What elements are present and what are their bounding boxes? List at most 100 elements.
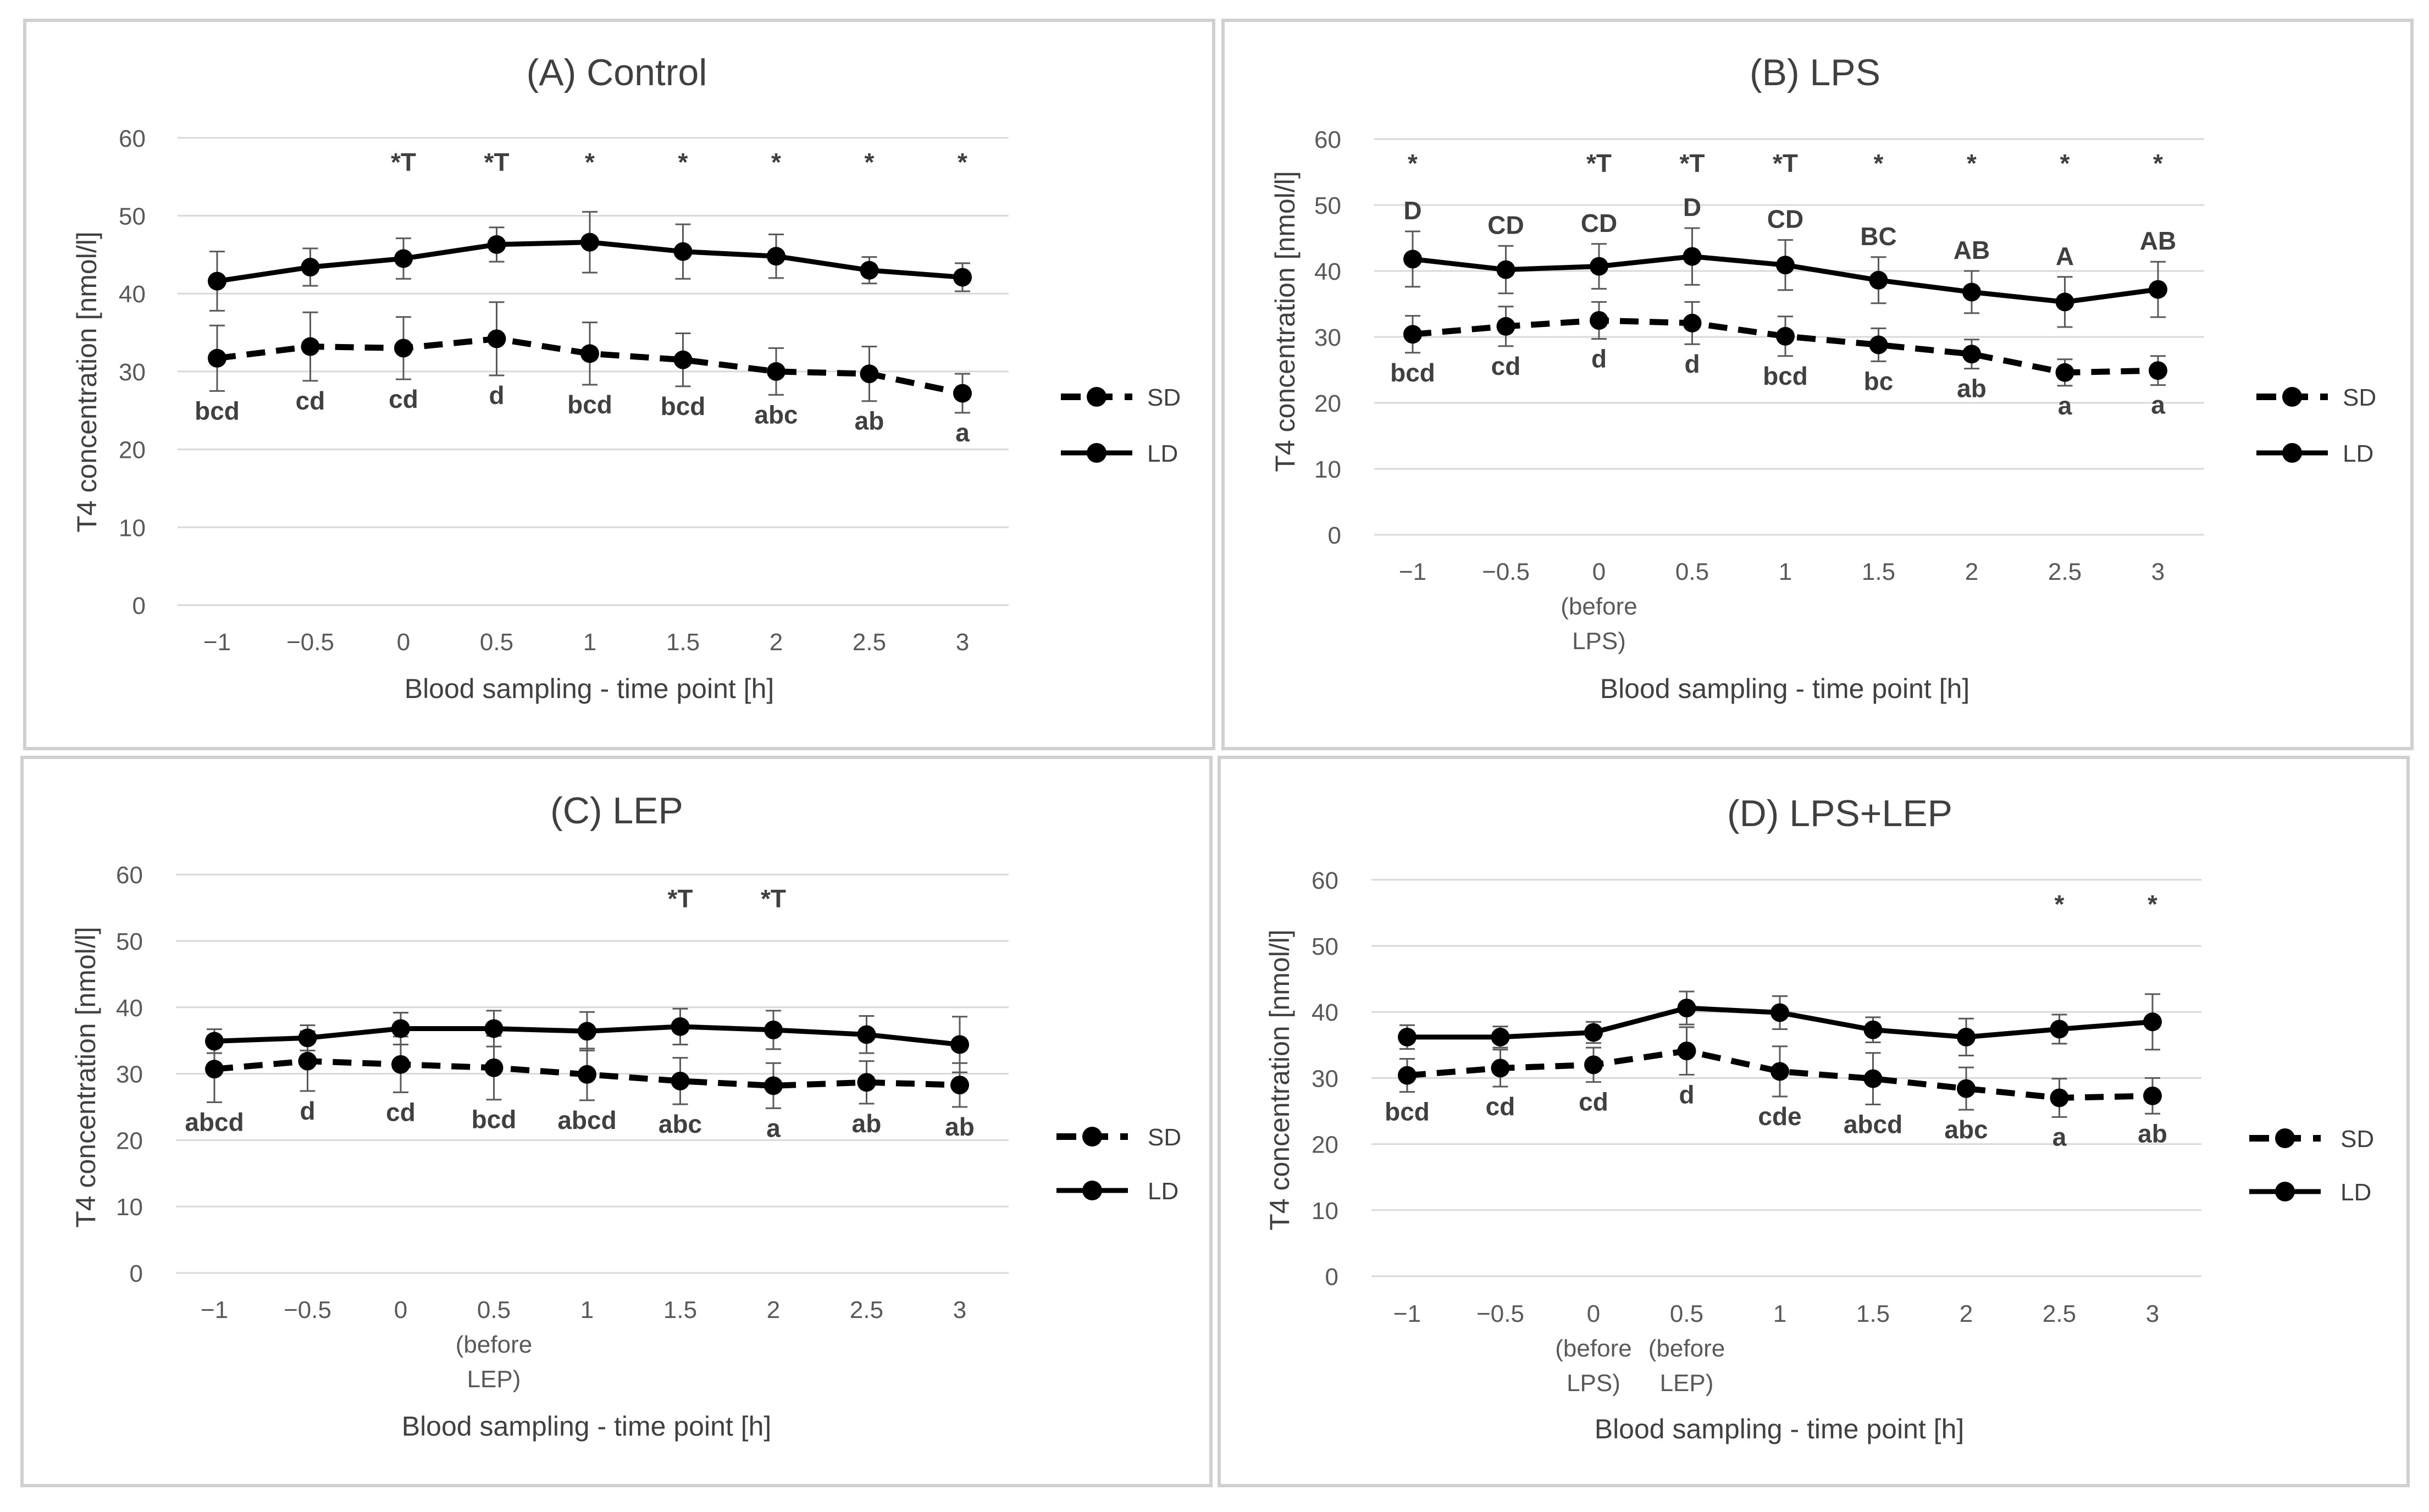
y-tick-label: 0: [1325, 1264, 1338, 1291]
legend-marker-ld: [2275, 1182, 2295, 1201]
sd-group-label: cd: [296, 386, 325, 415]
data-point-sd: [673, 350, 693, 369]
data-point-sd: [2050, 1088, 2069, 1107]
data-point-ld: [1957, 1027, 1976, 1046]
data-point-sd: [1957, 1079, 1976, 1098]
panel-frame: [1221, 19, 2414, 750]
legend-marker-sd: [1082, 1127, 1102, 1147]
data-point-ld: [673, 242, 693, 261]
x-tick-label: 2.5: [853, 629, 886, 656]
y-tick-label: 40: [1314, 258, 1341, 285]
sd-group-label: d: [1684, 350, 1700, 378]
y-tick-label: 20: [116, 1127, 143, 1154]
data-point-sd: [580, 344, 599, 363]
data-point-sd: [1869, 335, 1888, 355]
chart-title: (A) Control: [527, 52, 707, 93]
sd-group-label: bcd: [472, 1105, 517, 1134]
data-point-ld: [1496, 260, 1515, 279]
significance-label: *T: [761, 884, 786, 913]
legend-marker-ld: [2282, 443, 2302, 463]
x-tick-note: (before: [1648, 1335, 1725, 1362]
data-point-ld: [205, 1032, 224, 1051]
sd-group-label: d: [1591, 345, 1607, 373]
y-tick-label: 60: [1312, 867, 1338, 894]
y-tick-label: 10: [116, 1194, 143, 1221]
sd-group-label: a: [2052, 1122, 2067, 1151]
data-point-ld: [2149, 280, 2167, 299]
legend: SD LD: [1056, 1124, 1181, 1205]
x-tick-label: −0.5: [1476, 1300, 1524, 1327]
legend-label-sd: SD: [1148, 1124, 1181, 1151]
data-point-sd: [1403, 325, 1422, 344]
x-tick-label: 0.5: [1675, 558, 1709, 585]
x-tick-label: −1: [1393, 1300, 1421, 1327]
sd-group-label: abcd: [185, 1108, 244, 1137]
sd-group-label: a: [2151, 391, 2165, 419]
y-tick-label: 60: [119, 125, 146, 152]
data-point-ld: [1683, 247, 1702, 266]
x-tick-label: 3: [956, 629, 969, 656]
x-tick-label: −1: [1399, 558, 1426, 585]
sd-group-label: d: [489, 381, 504, 409]
ld-group-label: AB: [2140, 226, 2176, 255]
plot-area: 0 10 20 30 40 50 60 −1 −0.5 0 0.5 1 1.5 2 2.5 3 *T *T * * * *…: [119, 125, 1009, 656]
data-point-ld: [1590, 257, 1608, 276]
data-point-ld: [671, 1017, 690, 1036]
y-tick-label: 20: [119, 437, 146, 464]
x-tick-label: 0: [394, 1297, 407, 1323]
ld-group-label: BC: [1860, 222, 1896, 251]
x-axis-label: Blood sampling - time point [h]: [1595, 1414, 1965, 1444]
x-tick-label: 1: [1773, 1300, 1786, 1327]
sd-group-label: cd: [389, 385, 418, 413]
sd-group-label: bcd: [1385, 1098, 1430, 1126]
data-point-sd: [1590, 311, 1608, 330]
data-point-ld: [953, 268, 972, 287]
y-tick-label: 0: [130, 1260, 143, 1287]
data-point-ld: [764, 1020, 783, 1039]
y-tick-label: 50: [116, 928, 143, 955]
data-point-ld: [1962, 283, 1981, 302]
legend-label-sd: SD: [2341, 1126, 2374, 1153]
sd-group-label: cd: [1491, 352, 1521, 380]
legend-label-ld: LD: [2343, 440, 2373, 467]
ld-group-label: A: [2056, 242, 2074, 270]
data-point-ld: [580, 232, 599, 252]
data-point-sd: [394, 339, 413, 358]
data-point-ld: [208, 272, 226, 291]
significance-label: *: [1408, 149, 1418, 178]
x-tick-label: 2: [767, 1297, 780, 1323]
x-tick-note: (before: [1561, 593, 1637, 620]
data-point-sd: [2143, 1086, 2162, 1105]
data-point-sd: [1584, 1055, 1603, 1075]
sd-group-label: ab: [852, 1109, 882, 1138]
sd-group-label: bcd: [567, 390, 612, 419]
plot-area: 0 10 20 30 40 50 60 −1 −0.5 0 0.5 1 1.5 2 2.5 3 (before L…: [116, 862, 1009, 1393]
x-tick-label: −0.5: [284, 1297, 331, 1323]
x-tick-label: −0.5: [286, 629, 334, 656]
data-point-sd: [1962, 345, 1981, 364]
significance-label: *: [771, 148, 781, 176]
data-point-ld: [1398, 1027, 1417, 1046]
data-point-sd: [301, 337, 320, 356]
y-tick-label: 60: [116, 862, 143, 889]
chart-panel-b: (B) LPS T4 concentration [nmol/l] Blood …: [1221, 19, 2414, 750]
ld-group-label: D: [1403, 196, 1421, 225]
data-point-sd: [950, 1076, 969, 1095]
sd-group-label: bcd: [1763, 362, 1808, 390]
x-axis-label: Blood sampling - time point [h]: [402, 1411, 772, 1442]
sd-group-label: cd: [1486, 1092, 1515, 1121]
x-tick-label: 2.5: [850, 1297, 883, 1323]
x-tick-label: 1.5: [1862, 558, 1895, 585]
data-point-sd: [857, 1073, 876, 1092]
ld-group-label: CD: [1487, 211, 1524, 239]
significance-label: *T: [1586, 149, 1612, 178]
panel-frame: [23, 19, 1215, 750]
ld-group-label: CD: [1767, 205, 1803, 234]
data-point-sd: [578, 1065, 596, 1084]
y-axis-label: T4 concentration [nmol/l]: [70, 927, 101, 1228]
legend-label-ld: LD: [1148, 1178, 1178, 1205]
legend-marker-sd: [2275, 1128, 2295, 1148]
x-tick-label: 2: [1965, 558, 1978, 585]
significance-label: *T: [391, 148, 416, 176]
